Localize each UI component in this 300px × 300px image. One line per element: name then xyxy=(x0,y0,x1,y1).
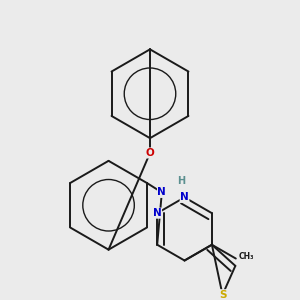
Text: N: N xyxy=(153,208,162,218)
Text: N: N xyxy=(158,188,166,197)
Text: O: O xyxy=(146,148,154,158)
Text: S: S xyxy=(219,290,226,300)
Text: CH₃: CH₃ xyxy=(239,252,254,261)
Text: N: N xyxy=(180,192,189,203)
Text: H: H xyxy=(178,176,186,186)
